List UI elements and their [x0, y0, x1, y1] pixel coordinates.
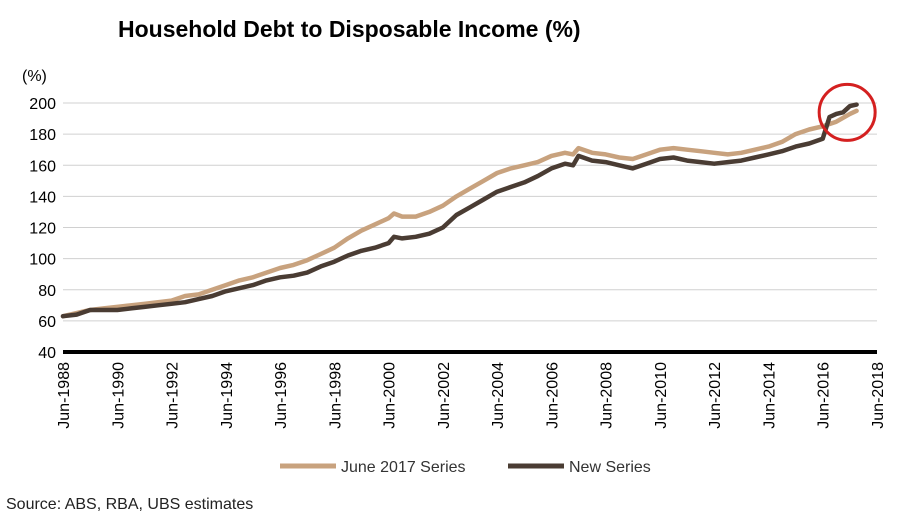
x-tick-label: Jun-2010 [653, 362, 670, 429]
legend-label-june-2017-series: June 2017 Series [341, 459, 466, 476]
y-axis-label: (%) [22, 68, 47, 85]
y-tick-label: 180 [29, 127, 56, 144]
y-tick-label: 120 [29, 221, 56, 238]
x-tick-label: Jun-1992 [165, 362, 182, 429]
y-tick-label: 140 [29, 189, 56, 206]
legend: June 2017 Series New Series [280, 459, 651, 476]
x-tick-label: Jun-2004 [490, 362, 507, 429]
x-tick-label: Jun-1998 [327, 362, 344, 429]
x-tick-label: Jun-2006 [544, 362, 561, 429]
y-tick-label: 80 [38, 283, 56, 300]
legend-label-new-series: New Series [569, 459, 651, 476]
x-tick-label: Jun-1996 [273, 362, 290, 429]
x-tick-label: Jun-2016 [816, 362, 833, 429]
x-tick-label: Jun-2000 [382, 362, 399, 429]
x-tick-label: Jun-1994 [219, 362, 236, 429]
x-tick-label: Jun-2012 [707, 362, 724, 429]
y-tick-label: 160 [29, 158, 56, 175]
y-axis: 40 60 80 100 120 140 160 180 200 [29, 96, 56, 362]
y-tick-label: 60 [38, 314, 56, 331]
x-tick-label: Jun-2014 [761, 362, 778, 429]
y-tick-label: 100 [29, 252, 56, 269]
annotation-group [817, 82, 877, 142]
source-note: Source: ABS, RBA, UBS estimates [6, 496, 254, 513]
grid [63, 102, 877, 354]
series-line-june-2017-series [60, 108, 859, 319]
series-line-new-series [60, 102, 859, 319]
y-tick-label: 200 [29, 96, 56, 113]
x-tick-label: Jun-1990 [110, 362, 127, 429]
x-tick-label: Jun-2002 [436, 362, 453, 429]
highlight-circle [817, 82, 877, 142]
series-group [60, 102, 859, 319]
x-tick-label: Jun-2008 [599, 362, 616, 429]
x-axis: Jun-1988 Jun-1990 Jun-1992 Jun-1994 Jun-1996… [56, 362, 887, 429]
x-tick-label: Jun-1988 [56, 362, 73, 429]
y-tick-label: 40 [38, 345, 56, 362]
x-tick-label: Jun-2018 [870, 362, 887, 429]
chart-title: Household Debt to Disposable Income (%) [118, 16, 581, 42]
